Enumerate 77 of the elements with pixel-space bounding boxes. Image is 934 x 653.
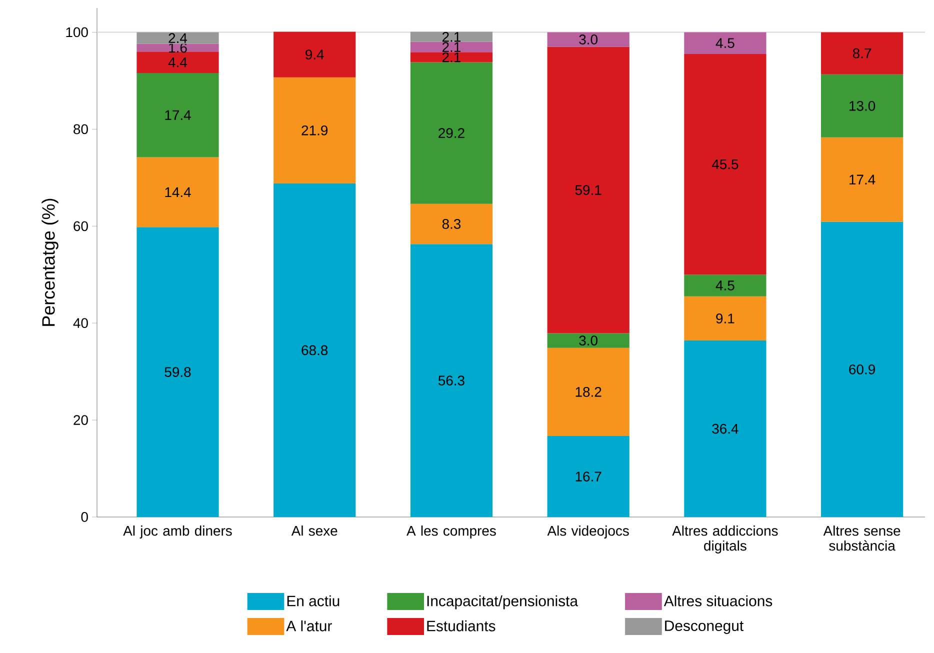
- bar: [274, 77, 356, 184]
- bar: [684, 54, 766, 275]
- legend-label: Incapacitat/pensionista: [427, 595, 578, 610]
- data-label: 56.3: [438, 376, 464, 386]
- x-tick-label: A les compres: [406, 526, 496, 539]
- x-tick-label: Altres addiccions digitals: [672, 526, 778, 554]
- data-label: 4.4: [168, 57, 188, 68]
- data-label: 9.1: [716, 314, 734, 324]
- data-label: 3.0: [579, 34, 598, 44]
- bar: [410, 204, 493, 244]
- legend-label: Altres situacions: [664, 595, 772, 606]
- data-label: 2.1: [442, 52, 460, 62]
- data-label: 8.7: [852, 48, 872, 58]
- data-label: 16.7: [576, 472, 602, 482]
- bar: [136, 157, 219, 228]
- bar: [410, 42, 493, 52]
- data-label: 29.2: [438, 128, 464, 138]
- bar: [821, 137, 904, 222]
- data-label: 14.4: [165, 187, 191, 198]
- data-label: 2.1: [442, 32, 460, 42]
- data-label: 4.5: [716, 38, 734, 48]
- y-tick-label: 0: [81, 512, 88, 522]
- bar: [684, 274, 766, 296]
- bar: [136, 227, 219, 517]
- x-tick-label: Als videojocs: [547, 526, 629, 539]
- data-label: 9.4: [306, 50, 324, 60]
- x-tick-label: Altres sense substància: [823, 526, 900, 551]
- bar: [684, 296, 766, 341]
- bar: [547, 436, 630, 517]
- bar: [410, 62, 493, 204]
- data-label: 45.5: [712, 159, 738, 170]
- data-label: 2.1: [442, 42, 460, 52]
- y-axis-title: Percentatge (%): [42, 198, 58, 326]
- data-label: 8.3: [442, 219, 461, 229]
- bar: [684, 340, 766, 517]
- bar: [821, 32, 904, 74]
- legend-label: Desconegut: [665, 620, 744, 634]
- data-label: 18.2: [576, 386, 602, 397]
- data-label: 17.4: [165, 110, 191, 120]
- legend-label: A l'atur: [286, 620, 332, 632]
- bar: [274, 32, 356, 78]
- y-tick-label: 20: [74, 415, 88, 425]
- bar: [547, 333, 630, 348]
- bar: [547, 46, 630, 334]
- data-label: 1.6: [169, 42, 187, 53]
- bar: [547, 32, 630, 47]
- y-tick-label: 80: [74, 124, 88, 134]
- bar: [410, 52, 493, 62]
- x-tick-label: Al joc amb diners: [123, 526, 232, 539]
- data-label: 36.4: [712, 424, 738, 434]
- data-label: 59.1: [575, 185, 602, 195]
- data-label: 60.9: [849, 364, 875, 374]
- data-label: 59.8: [164, 367, 191, 377]
- bar: [136, 52, 219, 73]
- bar: [410, 32, 493, 42]
- bar: [547, 348, 630, 436]
- bar: [136, 72, 219, 158]
- legend-label: Estudiants: [427, 620, 496, 632]
- bar: [684, 32, 766, 54]
- bar: [274, 183, 356, 517]
- data-label: 21.9: [302, 125, 328, 136]
- legend-label: En actiu: [287, 595, 340, 606]
- data-label: 68.8: [302, 345, 328, 356]
- x-tick-label: Al sexe: [291, 526, 338, 536]
- y-tick-label: 40: [73, 318, 88, 328]
- bar: [136, 44, 219, 52]
- bar: [821, 222, 904, 517]
- bar: [821, 74, 904, 138]
- data-label: 17.4: [850, 174, 876, 184]
- bar: [410, 244, 493, 517]
- data-label: 4.5: [716, 280, 734, 290]
- y-tick-label: 100: [66, 27, 88, 38]
- data-label: 2.4: [168, 33, 188, 43]
- bar: [136, 32, 219, 44]
- data-label: 3.0: [579, 336, 598, 346]
- y-tick-label: 60: [74, 221, 88, 232]
- data-label: 13.0: [850, 100, 876, 111]
